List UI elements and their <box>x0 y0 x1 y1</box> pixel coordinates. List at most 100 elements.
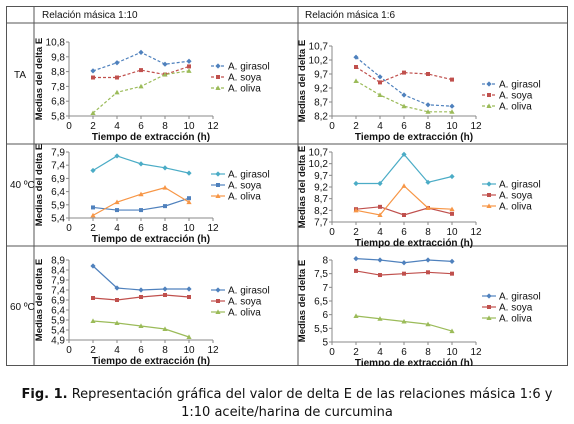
y-tick-label: 7,7 <box>314 218 328 229</box>
x-tick-label: 4 <box>377 347 383 358</box>
y-tick-label: 10,8 <box>46 38 66 49</box>
y-tick-label: 10,2 <box>309 56 329 67</box>
data-point <box>377 257 383 263</box>
y-tick-label: 6,4 <box>51 306 65 317</box>
y-tick-label: 8,2 <box>314 112 328 123</box>
legend-label: A. girasol <box>499 180 541 191</box>
data-point <box>401 92 407 98</box>
data-point <box>353 207 359 213</box>
y-tick-label: 9,7 <box>314 70 328 81</box>
data-point <box>186 199 192 205</box>
legend-label: A. oliva <box>228 192 261 203</box>
data-point <box>450 77 454 82</box>
data-point <box>115 298 119 302</box>
data-point <box>215 287 221 293</box>
data-point <box>215 85 221 90</box>
y-tick-label: 7 <box>322 283 328 294</box>
figure-label: Fig. 1. <box>21 387 68 402</box>
data-point <box>449 109 455 114</box>
data-point <box>353 78 359 83</box>
y-tick-label: 7,5 <box>314 269 328 280</box>
legend-label: A. soya <box>499 191 533 202</box>
data-point <box>378 204 382 209</box>
legend-label: A. soya <box>499 303 533 314</box>
x-tick-label: 4 <box>114 121 120 132</box>
y-tick-label: 6,4 <box>51 187 65 198</box>
x-tick-label: 10 <box>446 121 458 132</box>
x-tick-label: 2 <box>353 121 359 132</box>
data-point <box>377 212 383 217</box>
data-point <box>162 165 168 171</box>
data-point <box>186 286 192 292</box>
data-point <box>186 68 192 73</box>
x-tick-label: 4 <box>377 227 383 238</box>
legend-label: A. oliva <box>228 308 261 319</box>
x-tick-label: 6 <box>401 347 407 358</box>
data-point <box>90 263 96 269</box>
data-point <box>377 92 383 97</box>
data-point <box>138 287 144 293</box>
series-line <box>356 153 453 185</box>
data-point <box>138 191 144 197</box>
data-point <box>450 211 454 216</box>
series-line <box>93 65 190 79</box>
x-tick-label: 0 <box>329 121 335 132</box>
y-tick-label: 7,8 <box>51 82 65 93</box>
data-point <box>401 318 407 324</box>
data-point <box>354 65 358 69</box>
y-tick-label: 10,2 <box>309 159 329 170</box>
legend-label: A. soya <box>228 181 262 192</box>
data-point <box>138 83 144 89</box>
x-tick-label: 2 <box>90 345 96 356</box>
data-point <box>139 208 143 213</box>
x-tick-label: 12 <box>207 345 219 356</box>
y-tick-label: 7,4 <box>51 161 65 172</box>
data-point <box>449 173 455 180</box>
data-point <box>486 103 492 108</box>
data-point <box>162 286 168 292</box>
series-line <box>355 66 453 84</box>
column-header-1-6: Relación másica 1:6 <box>305 10 396 21</box>
y-tick-label: 8,7 <box>314 194 328 205</box>
data-point <box>216 299 220 303</box>
y-tick-label: 6,9 <box>51 296 65 307</box>
y-tick-label: 4,9 <box>51 336 65 347</box>
legend-label: A. girasol <box>499 292 541 303</box>
x-axis-label: Tiempo de extracción (h) <box>92 132 210 143</box>
series-line <box>355 56 453 107</box>
data-point <box>486 181 492 187</box>
x-axis-label: Tiempo de extracción (h) <box>355 132 473 143</box>
data-point <box>353 256 359 262</box>
row-label-ta: TA <box>14 70 27 81</box>
y-tick-label: 5,9 <box>51 200 65 211</box>
data-point <box>216 183 220 187</box>
data-point <box>354 268 358 273</box>
data-point <box>138 49 144 55</box>
data-point <box>425 109 431 114</box>
column-header-1-10: Relación másica 1:10 <box>42 10 138 21</box>
data-point <box>449 103 455 109</box>
series-line <box>92 70 190 114</box>
data-point <box>402 213 406 217</box>
legend-label: A. girasol <box>228 62 270 73</box>
caption-text: Representación gráfica del valor de delt… <box>67 387 553 420</box>
x-tick-label: 6 <box>138 121 144 132</box>
x-tick-label: 0 <box>329 227 335 238</box>
y-tick-label: 7,9 <box>51 276 65 287</box>
data-point <box>401 151 407 157</box>
data-point <box>90 68 96 74</box>
data-point <box>90 318 96 323</box>
data-point <box>216 75 220 79</box>
data-point <box>487 93 491 97</box>
data-point <box>114 320 120 325</box>
data-point <box>487 193 491 197</box>
data-point <box>138 323 144 328</box>
data-point <box>114 285 120 291</box>
data-point <box>425 257 431 263</box>
data-point <box>187 196 191 201</box>
y-tick-label: 10,7 <box>309 148 329 159</box>
y-tick-label: 5,9 <box>51 316 65 327</box>
legend-label: A. soya <box>499 91 533 102</box>
